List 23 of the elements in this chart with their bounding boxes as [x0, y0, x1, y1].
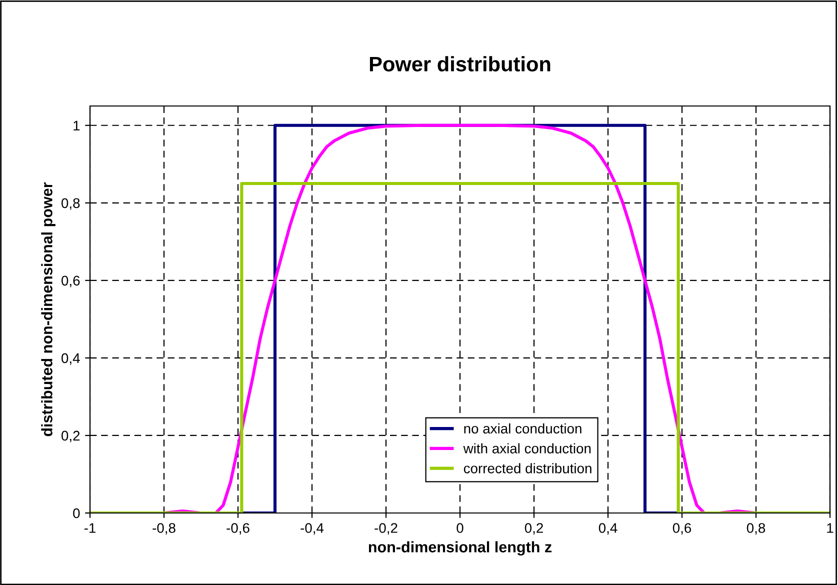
- y-tick-label: 1: [74, 120, 80, 130]
- y-tick-label: 0,6: [62, 276, 80, 288]
- legend-label: no axial conduction: [464, 423, 582, 434]
- x-axis-title: non-dimensional length z: [368, 541, 552, 556]
- x-tick-label: 0: [456, 523, 464, 533]
- x-tick-label: 0,4: [598, 523, 618, 535]
- x-tick-label: -0,8: [152, 523, 176, 535]
- y-tick-label: 0,8: [62, 198, 80, 210]
- y-tick-label: 0: [73, 508, 80, 518]
- x-tick-label: 0,2: [524, 523, 543, 535]
- x-tick-label: -0,4: [300, 523, 324, 535]
- y-tick-label: 0,4: [62, 353, 80, 365]
- chart-title: Power distribution: [370, 56, 550, 72]
- y-axis-title: distributed non-dimensional power: [41, 182, 56, 436]
- y-tick-label: 0,2: [62, 430, 80, 442]
- legend-label: corrected distribution: [464, 463, 592, 474]
- x-tick-label: 0,8: [746, 523, 766, 535]
- x-tick-label: -0,6: [226, 523, 250, 535]
- x-tick-label: 0,6: [672, 523, 692, 535]
- x-tick-label: 1: [827, 523, 834, 533]
- legend-label: with axial conduction: [463, 443, 591, 454]
- x-tick-label: -1: [84, 523, 96, 533]
- x-tick-label: -0,2: [374, 523, 398, 535]
